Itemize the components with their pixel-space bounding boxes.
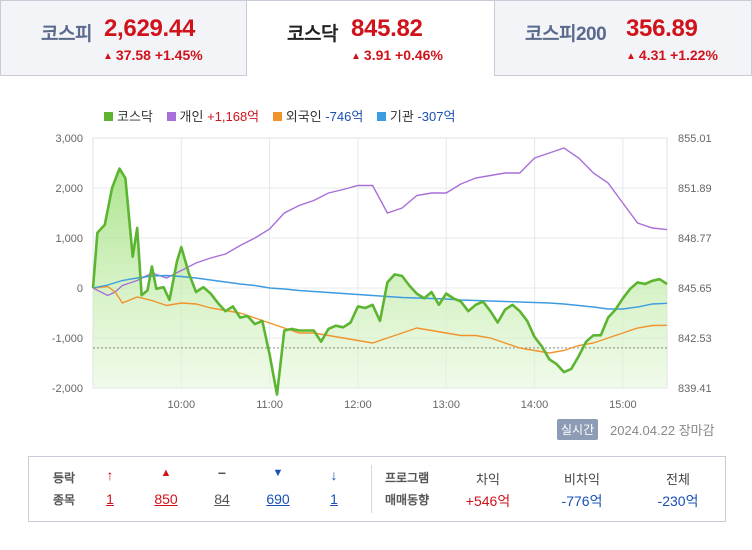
legend-swatch [376, 112, 386, 121]
tab-kospi200-value: 356.89 [626, 15, 698, 42]
tab-kospi-value: 2,629.44 [104, 15, 196, 42]
rise-count[interactable]: 850 [154, 491, 178, 507]
series-line-기관 [92, 274, 668, 310]
legend-swatch [272, 112, 282, 121]
y-right-tick-label: 855.01 [678, 133, 712, 145]
legend-institution[interactable]: 기관 -307억 [376, 106, 455, 125]
arbitrage-label: 차익 [476, 472, 500, 487]
date-info: 2024.04.22 장마감 [610, 423, 715, 438]
breadth-label-bottom: 종목 [53, 493, 76, 507]
program-label-bottom: 매매동향 [385, 493, 430, 507]
y-left-tick-label: 0 [77, 283, 83, 295]
lower-limit-count[interactable]: 1 [330, 491, 338, 507]
y-left-tick-label: 3,000 [55, 133, 83, 145]
breadth-label-top: 등락 [53, 471, 76, 485]
tab-kospi[interactable]: 코스피 2,629.44 ▲ 37.58 +1.45% [0, 0, 247, 76]
y-right-tick-label: 845.65 [678, 283, 712, 295]
program-total-label: 전체 [666, 472, 690, 487]
arbitrage-value: +546억 [465, 493, 511, 509]
non-arbitrage-label: 비차익 [564, 472, 600, 487]
tab-kospi200[interactable]: 코스피200 356.89 ▲ 4.31 +1.22% [494, 0, 752, 76]
up-arrow-icon: ▲ [351, 51, 361, 62]
x-tick-label: 13:00 [432, 399, 460, 411]
legend-swatch [166, 112, 176, 121]
y-left-tick-label: 1,000 [55, 233, 83, 245]
x-tick-label: 15:00 [609, 399, 637, 411]
realtime-badge[interactable]: 실시간 [557, 419, 599, 440]
y-right-tick-label: 839.41 [678, 383, 712, 395]
program-label-top: 프로그램 [385, 471, 430, 485]
tab-kosdaq-name: 코스닥 [287, 24, 338, 45]
tab-kosdaq[interactable]: 코스닥 845.82 ▲ 3.91 +0.46% [247, 0, 494, 76]
flat-dash-icon: − [217, 465, 227, 481]
legend-foreign[interactable]: 외국인 -746억 [272, 106, 363, 125]
tab-kospi-change: ▲ 37.58 +1.45% [103, 47, 203, 63]
x-tick-label: 12:00 [344, 399, 372, 411]
box-divider [371, 465, 372, 513]
y-left-tick-label: -2,000 [52, 383, 83, 395]
lower-limit-arrow-icon: ↓ [330, 467, 338, 483]
index-tabs: 코스피 2,629.44 ▲ 37.58 +1.45% 코스닥 845.82 ▲ 3… [0, 0, 752, 78]
y-left-tick-label: -1,000 [52, 333, 83, 345]
market-breadth-box: 등락 종목 ↑ 1 ▲ 850 − 84 ▼ 690 ↓ 1 프로그램 매매동향… [28, 456, 726, 522]
y-right-tick-label: 842.53 [678, 333, 712, 345]
fall-triangle-icon: ▼ [272, 467, 284, 479]
tab-kospi-name: 코스피 [41, 24, 92, 45]
x-tick-label: 14:00 [521, 399, 549, 411]
up-arrow-icon: ▲ [626, 51, 636, 62]
legend-kosdaq[interactable]: 코스닥 [104, 106, 153, 125]
x-tick-label: 11:00 [256, 399, 283, 411]
chart-plot: 3,000 855.01 2,000 851.89 1,000 848.77 0 845.65… [52, 133, 712, 411]
upper-limit-arrow-icon: ↑ [106, 467, 114, 483]
series-line-외국인 [92, 285, 668, 354]
x-tick-label: 10:00 [168, 399, 196, 411]
series-line-개인 [92, 147, 668, 297]
kosdaq-area-fill [93, 168, 667, 395]
rise-triangle-icon: ▲ [160, 467, 172, 479]
upper-limit-count[interactable]: 1 [106, 491, 114, 507]
chart-legend: 코스닥 개인 +1,168억 외국인 -746억 기관 -307억 [104, 106, 465, 125]
flat-count[interactable]: 84 [214, 491, 230, 507]
legend-individual[interactable]: 개인 +1,168억 [166, 106, 259, 125]
non-arbitrage-value: -776억 [561, 493, 603, 509]
up-arrow-icon: ▲ [103, 51, 113, 62]
tab-kospi200-name: 코스피200 [525, 24, 607, 45]
y-right-tick-label: 851.89 [678, 183, 712, 195]
y-left-tick-label: 2,000 [55, 183, 83, 195]
fall-count[interactable]: 690 [266, 491, 290, 507]
y-right-tick-label: 848.77 [678, 233, 712, 245]
tab-kosdaq-change: ▲ 3.91 +0.46% [351, 47, 443, 63]
series-line-코스닥 [91, 167, 668, 396]
legend-swatch [104, 112, 113, 121]
tab-kosdaq-value: 845.82 [351, 15, 423, 42]
program-total-value: -230억 [657, 493, 699, 509]
tab-kospi200-change: ▲ 4.31 +1.22% [626, 47, 718, 63]
intraday-chart: 코스닥 개인 +1,168억 외국인 -746억 기관 -307억 3,000 8… [0, 80, 752, 440]
